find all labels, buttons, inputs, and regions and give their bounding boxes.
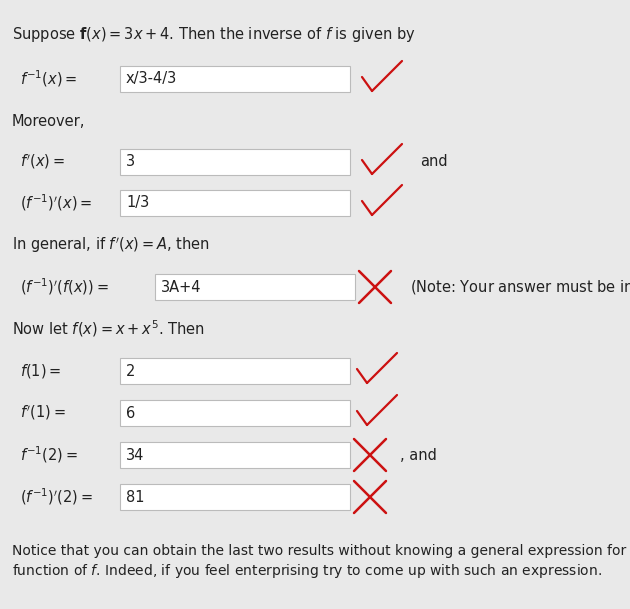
- Text: 34: 34: [126, 448, 144, 462]
- Text: 6: 6: [126, 406, 135, 420]
- FancyBboxPatch shape: [120, 442, 350, 468]
- FancyBboxPatch shape: [120, 190, 350, 216]
- Text: $f^{-1}(x) =$: $f^{-1}(x) =$: [20, 69, 77, 90]
- Text: , and: , and: [400, 448, 437, 462]
- Text: 3A+4: 3A+4: [161, 280, 202, 295]
- Text: $(f^{-1})'(f(x)) =$: $(f^{-1})'(f(x)) =$: [20, 276, 109, 297]
- FancyBboxPatch shape: [155, 274, 355, 300]
- Text: (Note: Your answer must be in terms of $A$.): (Note: Your answer must be in terms of $…: [410, 278, 630, 296]
- Text: x/3-4/3: x/3-4/3: [126, 71, 177, 86]
- FancyBboxPatch shape: [120, 358, 350, 384]
- Text: function of $f$. Indeed, if you feel enterprising try to come up with such an ex: function of $f$. Indeed, if you feel ent…: [12, 562, 602, 580]
- FancyBboxPatch shape: [120, 400, 350, 426]
- Text: 2: 2: [126, 364, 135, 379]
- Text: and: and: [420, 155, 448, 169]
- Text: $f'(1) =$: $f'(1) =$: [20, 404, 66, 422]
- Text: $(f^{-1})'(2) =$: $(f^{-1})'(2) =$: [20, 487, 93, 507]
- Text: $(f^{-1})'(x) =$: $(f^{-1})'(x) =$: [20, 192, 92, 213]
- Text: Moreover,: Moreover,: [12, 113, 86, 128]
- Text: 3: 3: [126, 155, 135, 169]
- Text: $f'(x) =$: $f'(x) =$: [20, 153, 65, 171]
- Text: Suppose $\mathbf{f}(x) = 3x + 4$. Then the inverse of $f$ is given by: Suppose $\mathbf{f}(x) = 3x + 4$. Then t…: [12, 24, 416, 43]
- Text: $f(1) =$: $f(1) =$: [20, 362, 61, 380]
- Text: 81: 81: [126, 490, 144, 504]
- Text: Notice that you can obtain the last two results without knowing a general expres: Notice that you can obtain the last two …: [12, 544, 630, 558]
- Text: In general, if $f'(x) = A$, then: In general, if $f'(x) = A$, then: [12, 235, 210, 255]
- FancyBboxPatch shape: [120, 484, 350, 510]
- FancyBboxPatch shape: [120, 149, 350, 175]
- FancyBboxPatch shape: [120, 66, 350, 92]
- Text: $f^{-1}(2) =$: $f^{-1}(2) =$: [20, 445, 78, 465]
- Text: Now let $f(x) = x + x^5$. Then: Now let $f(x) = x + x^5$. Then: [12, 319, 205, 339]
- Text: 1/3: 1/3: [126, 195, 149, 211]
